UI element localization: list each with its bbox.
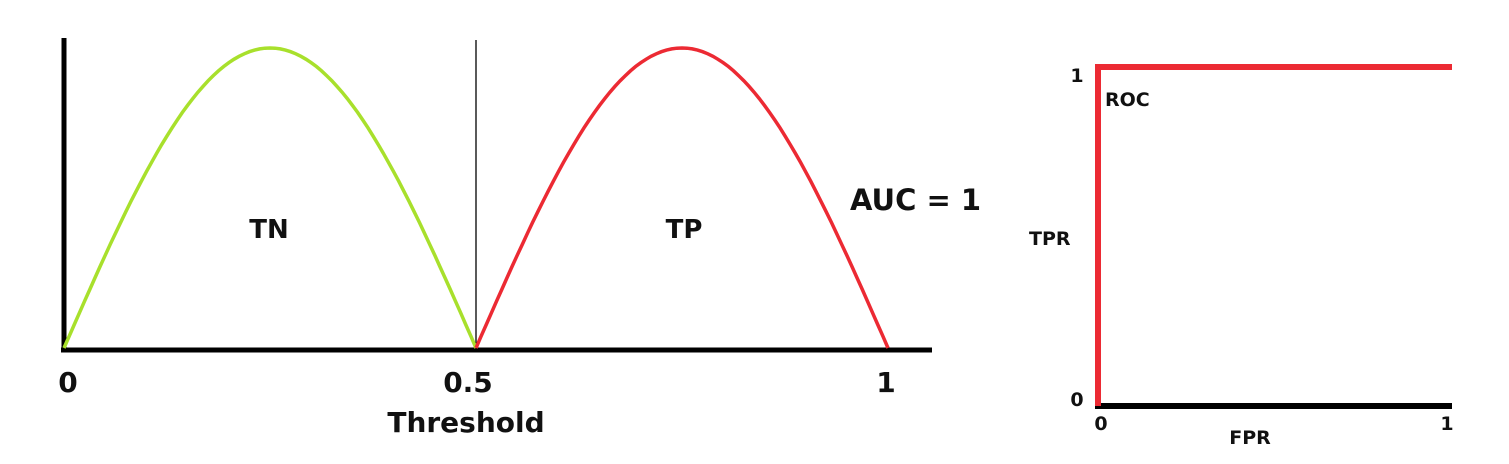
roc-y-axis-label: TPR [1029,228,1071,250]
dist-x-tick-0.5: 0.5 [443,366,493,399]
auc-annotation: AUC = 1 [850,183,981,217]
roc-curve [1095,64,1452,406]
dist-x-tick-0: 0 [58,366,77,399]
tp-curve [474,46,890,349]
roc-x-tick-0: 0 [1094,413,1107,435]
distribution-chart: TN TP AUC = 1 0 0.5 1 Threshold [58,38,981,439]
dist-x-axis-label: Threshold [387,406,544,439]
dist-x-tick-1: 1 [876,366,895,399]
tn-label: TN [249,215,289,245]
roc-x-tick-1: 1 [1440,413,1453,435]
roc-chart: ROC TPR FPR 1 0 0 1 [1029,64,1454,449]
tp-label: TP [666,215,703,245]
tn-curve [62,46,478,349]
roc-x-axis-label: FPR [1229,427,1271,449]
roc-curve-label: ROC [1105,89,1150,111]
roc-y-tick-1: 1 [1070,65,1083,87]
roc-y-tick-0: 0 [1070,389,1083,411]
